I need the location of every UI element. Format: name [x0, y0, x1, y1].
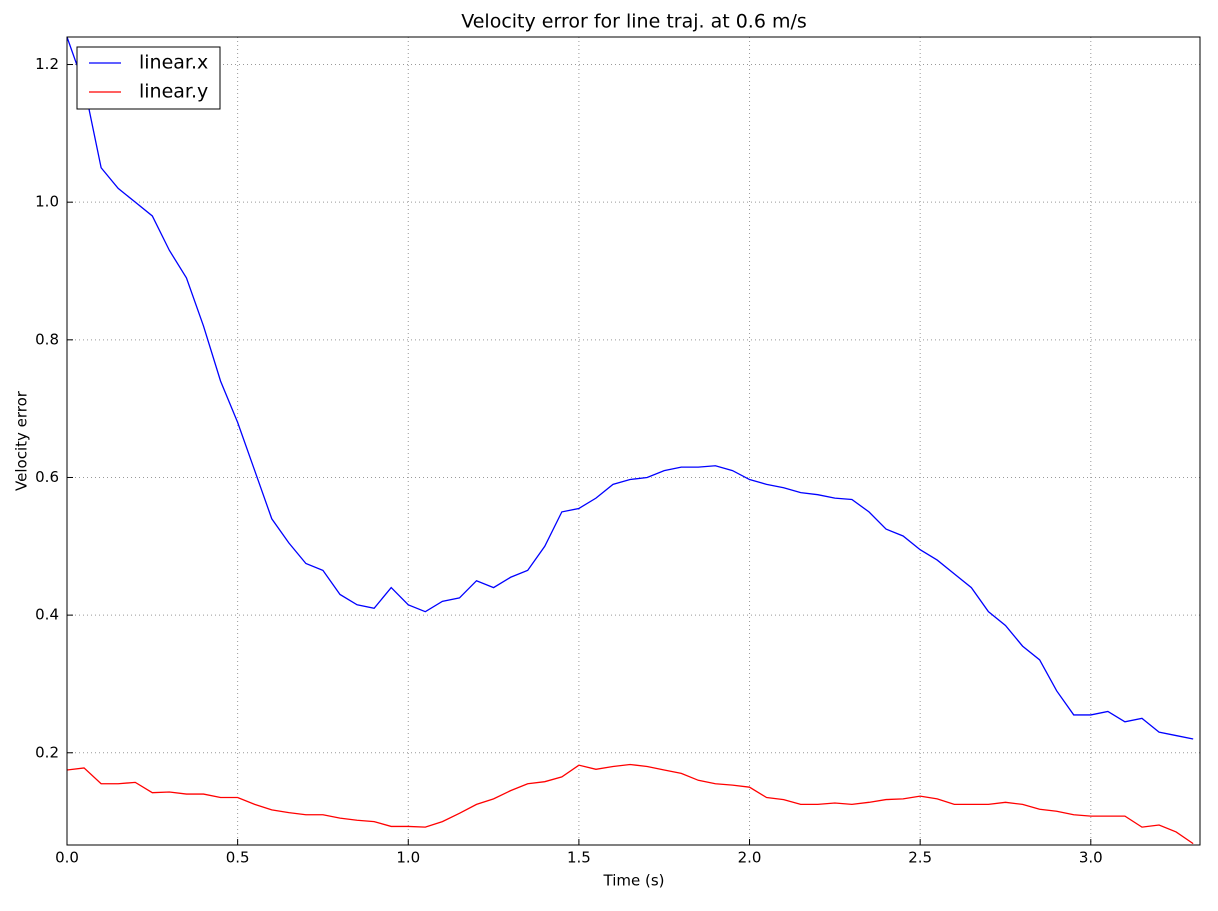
- legend-label: linear.x: [139, 52, 208, 74]
- x-tick-label: 1.0: [396, 849, 420, 867]
- chart-title: Velocity error for line traj. at 0.6 m/s: [461, 11, 807, 33]
- y-tick-label: 1.2: [35, 55, 59, 73]
- x-tick-label: 0.0: [55, 849, 79, 867]
- y-tick-label: 0.2: [35, 743, 59, 761]
- legend-box: [76, 46, 221, 110]
- x-tick-label: 2.0: [738, 849, 762, 867]
- y-tick-label: 1.0: [35, 193, 59, 211]
- series-line: [67, 37, 1194, 740]
- x-tick-label: 3.0: [1079, 849, 1103, 867]
- x-tick-label: 1.5: [567, 849, 591, 867]
- x-tick-label: 2.5: [908, 849, 932, 867]
- y-tick-label: 0.4: [35, 606, 59, 624]
- plot-frame: [66, 36, 1201, 846]
- y-tick-label: 0.8: [35, 330, 59, 348]
- y-tick-label: 0.6: [35, 468, 59, 486]
- legend-label: linear.y: [139, 81, 208, 103]
- series-line: [67, 763, 1194, 845]
- y-axis-label: Velocity error: [13, 390, 31, 491]
- x-tick-label: 0.5: [226, 849, 250, 867]
- x-axis-label: Time (s): [603, 872, 665, 890]
